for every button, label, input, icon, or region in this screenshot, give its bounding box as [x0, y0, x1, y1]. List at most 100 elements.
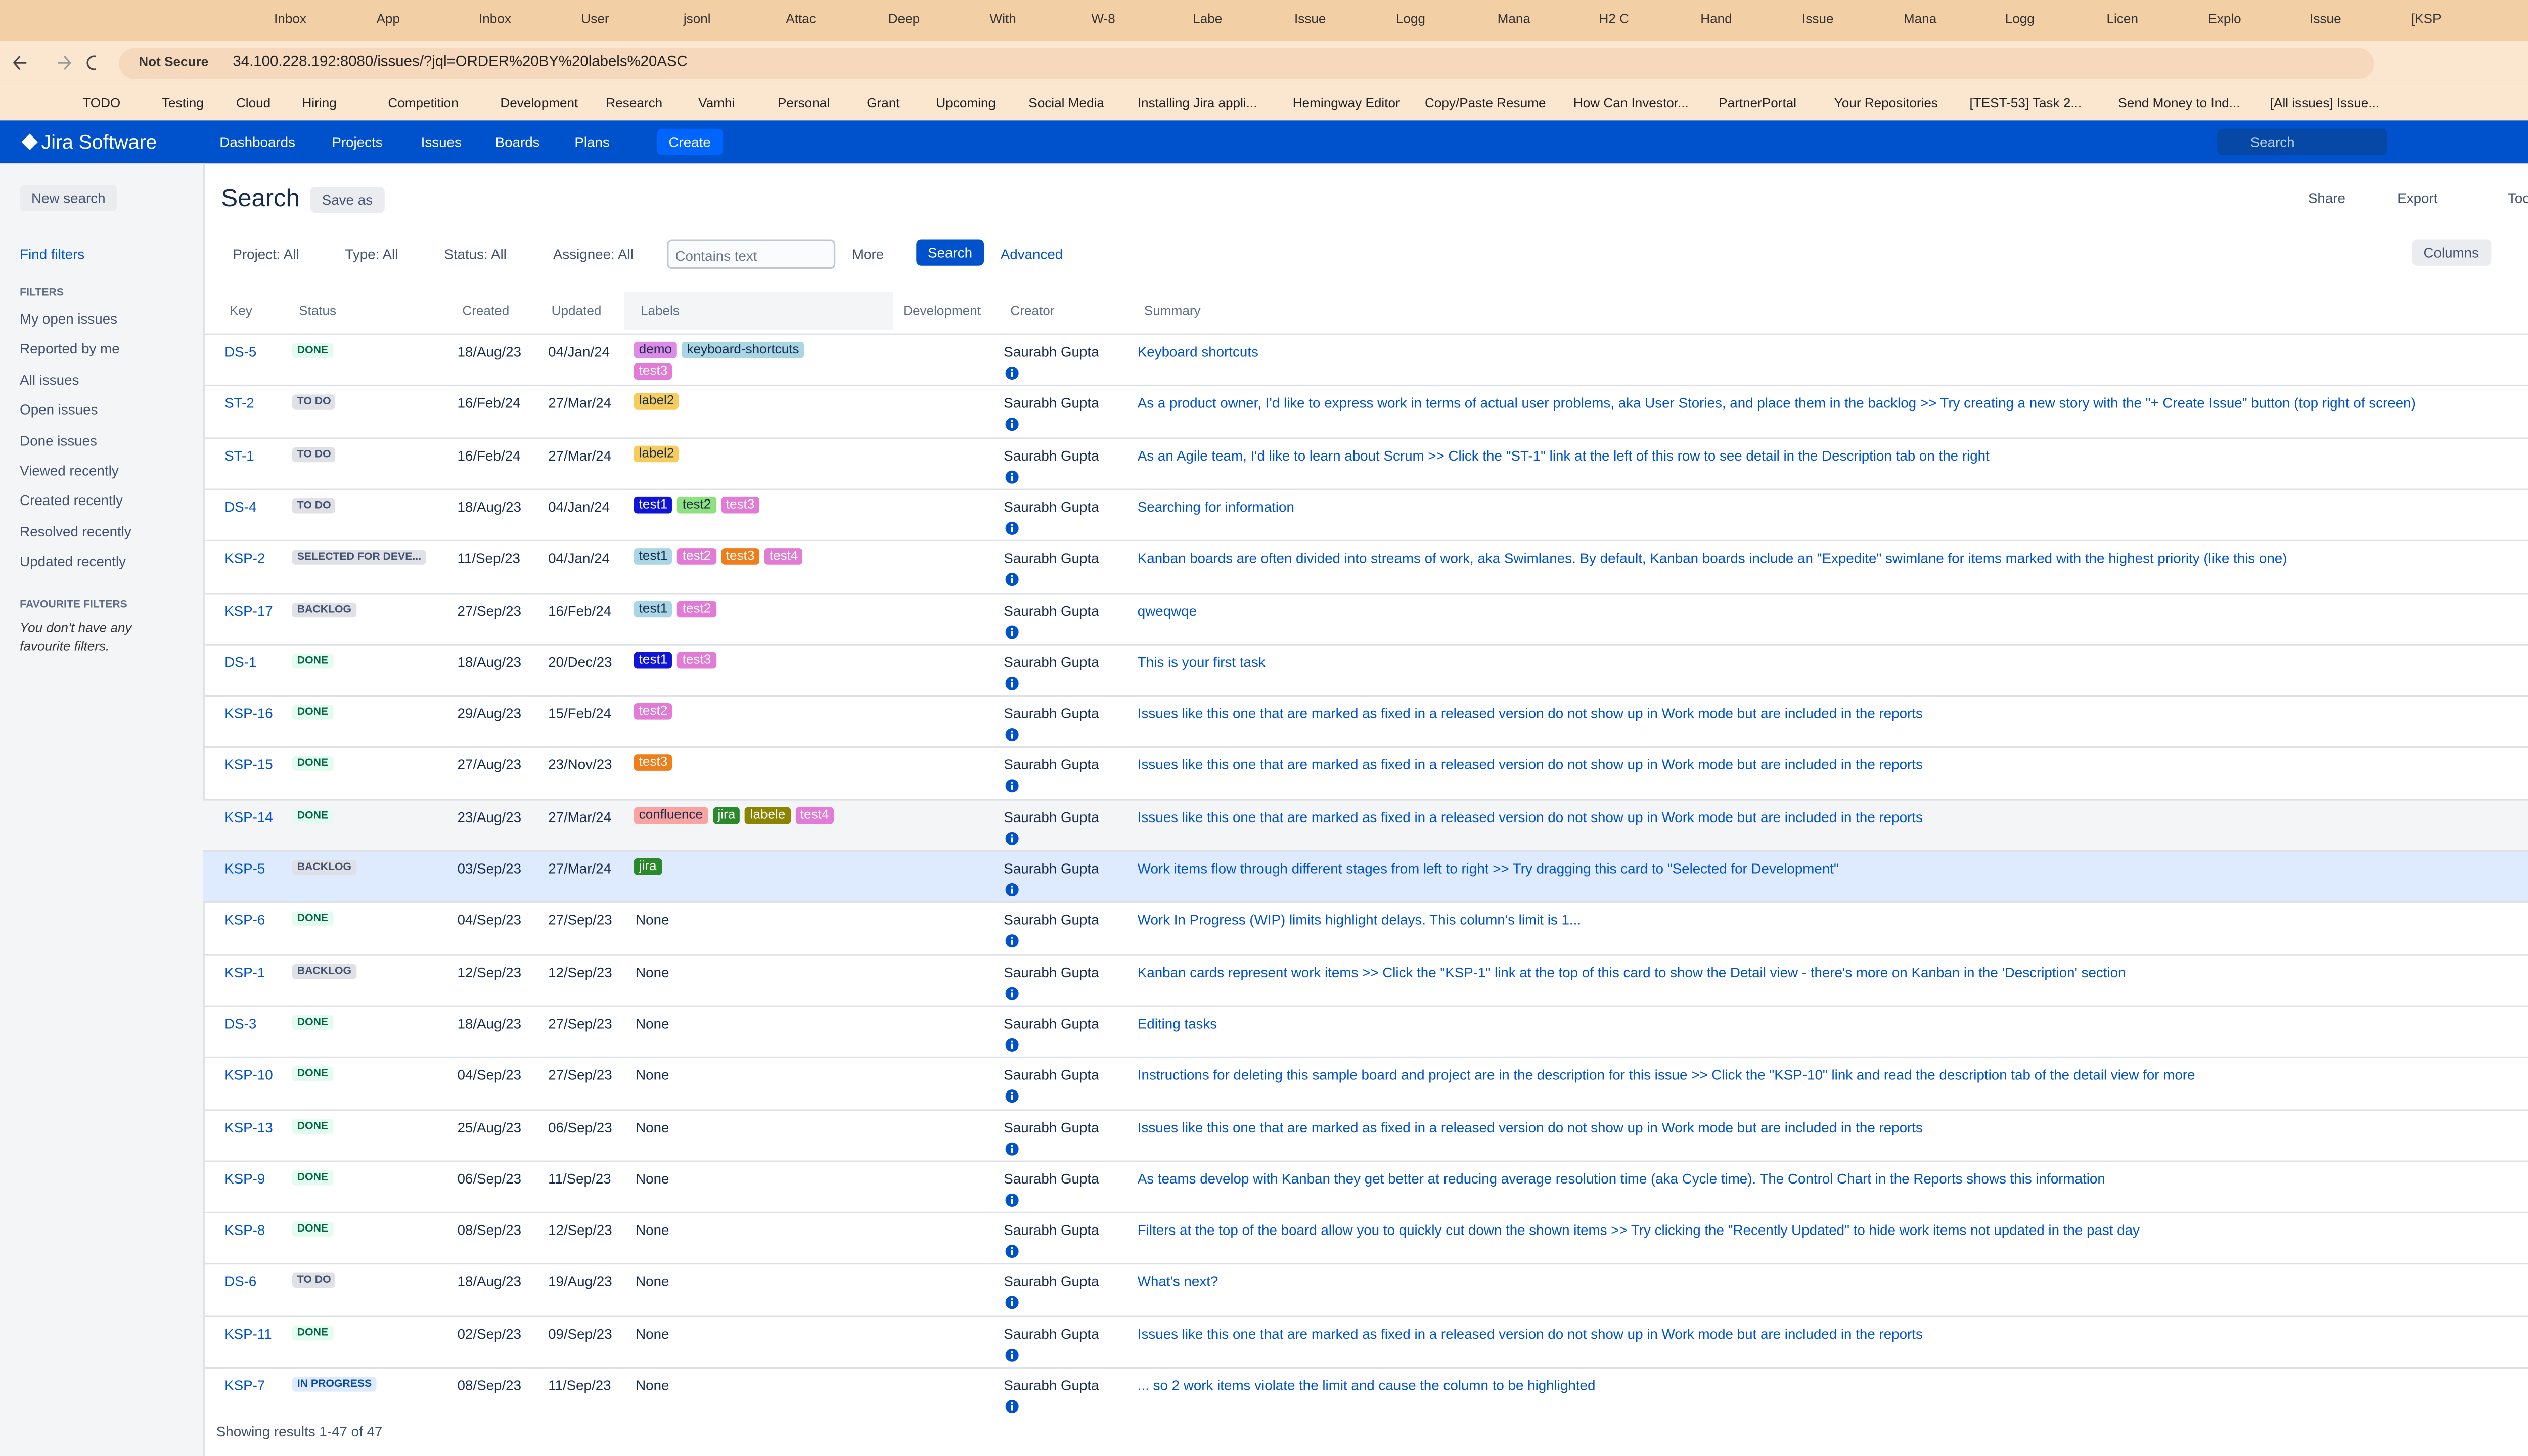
summary[interactable]: This is your first task	[1137, 653, 1266, 670]
label-pill[interactable]: test2	[677, 600, 716, 617]
label-pill[interactable]: keyboard-shortcuts	[682, 341, 804, 358]
info-icon[interactable]	[1005, 1245, 1019, 1258]
label-pill[interactable]: test1	[634, 548, 673, 565]
summary[interactable]: ... so 2 work items violate the limit an…	[1137, 1377, 1596, 1393]
label-pill[interactable]: test1	[634, 496, 673, 514]
info-icon[interactable]	[1005, 1089, 1019, 1103]
summary[interactable]: Kanban boards are often divided into str…	[1137, 550, 2287, 567]
bookmark[interactable]: Vamhi	[698, 96, 735, 111]
nav-menu[interactable]: Issues	[421, 133, 462, 151]
assignee-filter[interactable]: Assignee: All	[553, 246, 634, 263]
info-icon[interactable]	[1005, 1296, 1019, 1310]
tab[interactable]: [KSP	[2411, 11, 2442, 27]
summary[interactable]: As an Agile team, I'd like to learn abou…	[1137, 446, 1990, 464]
issue-key[interactable]: KSP-9	[224, 1170, 265, 1187]
issue-key[interactable]: DS-1	[224, 653, 257, 670]
tab[interactable]: W-8	[1091, 11, 1115, 27]
issue-key[interactable]: DS-4	[224, 498, 257, 515]
info-icon[interactable]	[1005, 624, 1019, 639]
info-icon[interactable]	[1005, 676, 1019, 690]
sidebar-filter[interactable]: My open issues	[20, 310, 118, 327]
issue-row[interactable]: KSP-2 SELECTED FOR DEVE... 11/Sep/23 04/Jan…	[203, 540, 2528, 593]
info-icon[interactable]	[1005, 831, 1019, 845]
bookmark[interactable]: Cloud	[236, 96, 271, 111]
sidebar-filter[interactable]: Resolved recently	[20, 523, 131, 540]
issue-key[interactable]: KSP-11	[224, 1325, 272, 1342]
bookmark[interactable]: Hiring	[302, 96, 337, 111]
tab[interactable]: Hand	[1700, 11, 1732, 27]
issue-key[interactable]: KSP-15	[224, 756, 273, 774]
tab[interactable]: Logg	[2005, 11, 2035, 27]
bookmark[interactable]: Research	[606, 96, 663, 111]
text-filter[interactable]: Contains text	[667, 239, 836, 269]
issue-key[interactable]: KSP-2	[224, 550, 265, 567]
columns-button[interactable]: Columns	[2412, 239, 2491, 266]
summary[interactable]: Work In Progress (WIP) limits highlight …	[1137, 912, 1582, 929]
info-icon[interactable]	[1005, 1348, 1019, 1361]
tab[interactable]: Deep	[888, 11, 920, 27]
info-icon[interactable]	[1005, 418, 1019, 432]
column-header[interactable]: Status	[299, 303, 337, 319]
label-pill[interactable]: test3	[634, 755, 673, 772]
issue-row[interactable]: ST-2 TO DO 16/Feb/24 27/Mar/24 label2 Saurabh…	[203, 385, 2528, 438]
column-header[interactable]: Summary	[1144, 303, 1201, 319]
info-icon[interactable]	[1005, 366, 1019, 380]
issue-row[interactable]: KSP-13 DONE 25/Aug/23 06/Sep/23 None Saurabh …	[203, 1108, 2528, 1161]
nav-buttons[interactable]	[13, 51, 96, 74]
bookmark[interactable]: Hemingway Editor	[1292, 96, 1400, 111]
label-pill[interactable]: test2	[677, 548, 716, 565]
issue-key[interactable]: KSP-6	[224, 912, 265, 929]
tab[interactable]: User	[581, 11, 609, 27]
column-header[interactable]: Created	[462, 303, 510, 319]
issue-key[interactable]: KSP-14	[224, 808, 273, 825]
tools[interactable]: Tools	[2508, 190, 2528, 207]
issue-key[interactable]: ST-1	[224, 446, 254, 464]
label-pill[interactable]: test4	[795, 806, 834, 824]
tab[interactable]: Issue	[1294, 11, 1326, 27]
issue-key[interactable]: ST-2	[224, 395, 254, 412]
tab[interactable]: Logg	[1395, 11, 1425, 27]
issue-key[interactable]: KSP-10	[224, 1067, 273, 1083]
label-pill[interactable]: test4	[764, 548, 803, 565]
label-pill[interactable]: jira	[712, 806, 741, 824]
issue-key[interactable]: DS-6	[224, 1273, 257, 1290]
bookmark[interactable]: TODO	[82, 96, 121, 111]
tab[interactable]: Inbox	[478, 11, 511, 27]
tab[interactable]: jsonl	[683, 11, 711, 27]
sidebar-filter[interactable]: Updated recently	[20, 553, 126, 570]
summary[interactable]: Keyboard shortcuts	[1137, 343, 1258, 360]
summary[interactable]: Issues like this one that are marked as …	[1137, 756, 1923, 774]
info-icon[interactable]	[1005, 521, 1019, 535]
bookmark[interactable]: Development	[500, 96, 578, 111]
issue-row[interactable]: KSP-16 DONE 29/Aug/23 15/Feb/24 test2 Saurabh…	[203, 695, 2528, 748]
summary[interactable]: Instructions for deleting this sample bo…	[1137, 1067, 2195, 1083]
info-icon[interactable]	[1005, 573, 1019, 586]
info-icon[interactable]	[1005, 1141, 1019, 1155]
column-header[interactable]: Updated	[551, 303, 602, 319]
info-icon[interactable]	[1005, 470, 1019, 483]
bookmark[interactable]: [TEST-53] Task 2...	[1969, 96, 2082, 111]
sidebar-filter[interactable]: All issues	[20, 371, 79, 388]
status-filter[interactable]: Status: All	[444, 246, 507, 263]
issue-row[interactable]: KSP-11 DONE 02/Sep/23 09/Sep/23 None Saurabh …	[203, 1315, 2528, 1368]
issue-row[interactable]: KSP-5 BACKLOG 03/Sep/23 27/Mar/24 jira Saurab…	[203, 850, 2528, 903]
column-header[interactable]: Labels	[640, 303, 680, 319]
bookmark[interactable]: Testing	[162, 96, 204, 111]
nav-menu[interactable]: Plans	[574, 133, 610, 151]
info-icon[interactable]	[1005, 883, 1019, 897]
bookmark[interactable]: [All issues] Issue...	[2270, 96, 2380, 111]
issue-key[interactable]: KSP-8	[224, 1221, 265, 1239]
issue-row[interactable]: DS-6 TO DO 18/Aug/23 19/Aug/23 None Saurabh G…	[203, 1263, 2528, 1316]
label-pill[interactable]: test1	[634, 652, 673, 668]
info-icon[interactable]	[1005, 780, 1019, 793]
summary[interactable]: Searching for information	[1137, 498, 1294, 515]
sidebar-filter[interactable]: Viewed recently	[20, 462, 119, 479]
issue-key[interactable]: KSP-13	[224, 1118, 273, 1135]
issue-row[interactable]: KSP-6 DONE 04/Sep/23 27/Sep/23 None Saurabh G…	[203, 901, 2528, 954]
advanced-link[interactable]: Advanced	[1000, 246, 1063, 263]
bookmark[interactable]: PartnerPortal	[1719, 96, 1797, 111]
label-pill[interactable]: test1	[634, 600, 673, 617]
tab[interactable]: Labe	[1193, 11, 1223, 27]
issue-row[interactable]: ST-1 TO DO 16/Feb/24 27/Mar/24 label2 Saurabh…	[203, 436, 2528, 489]
issue-key[interactable]: DS-5	[224, 343, 257, 360]
